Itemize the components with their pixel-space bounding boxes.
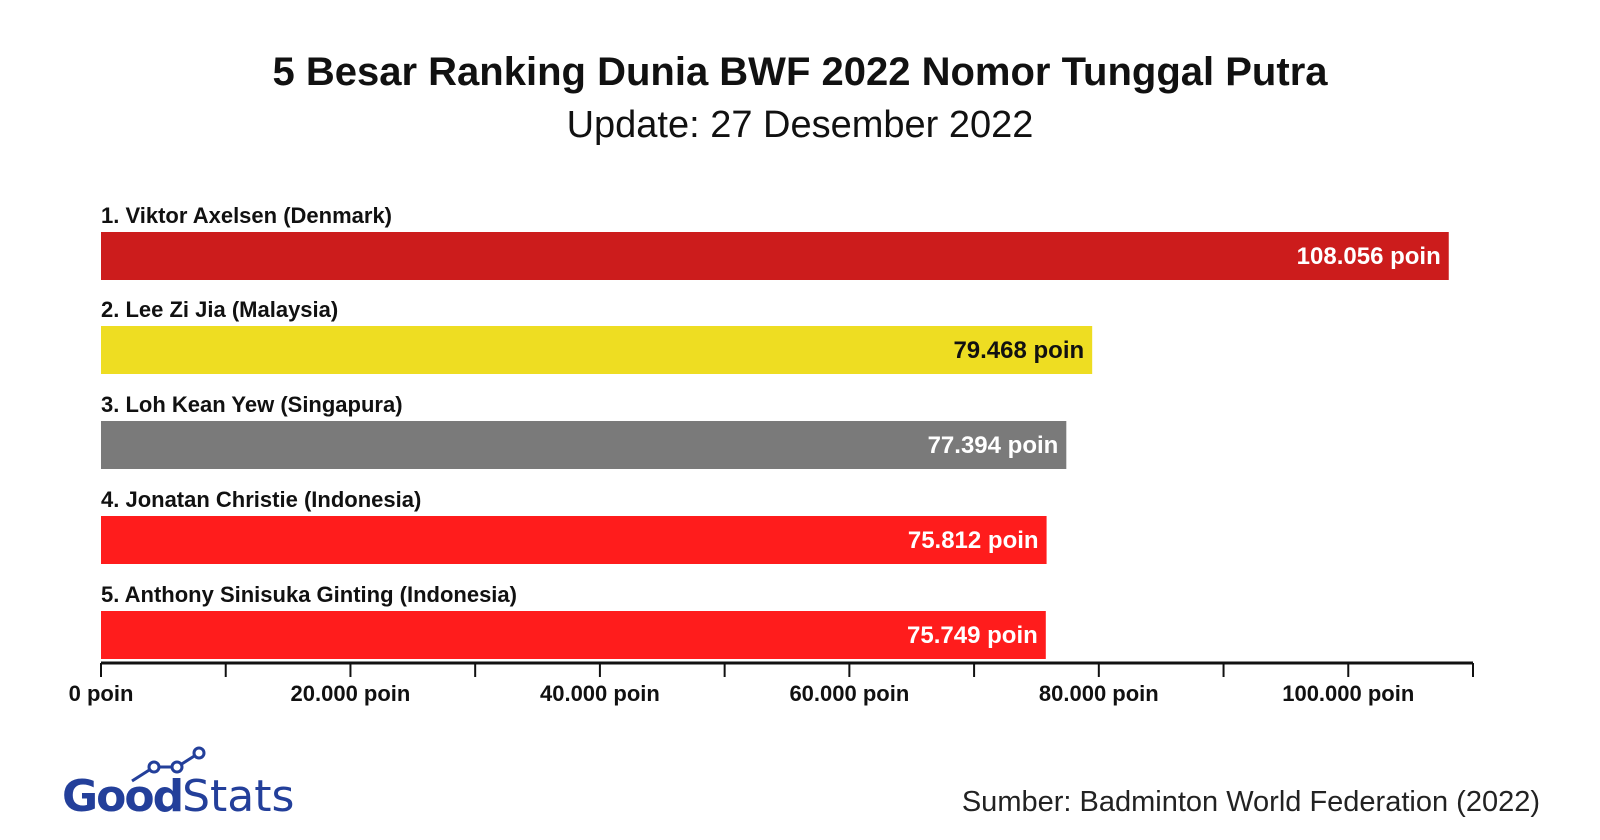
bar: [101, 516, 1047, 564]
category-label: 3. Loh Kean Yew (Singapura): [101, 392, 403, 417]
category-label: 1. Viktor Axelsen (Denmark): [101, 203, 392, 228]
chart-subtitle: Update: 27 Desember 2022: [566, 104, 1034, 146]
source-note: Sumber: Badminton World Federation (2022…: [961, 786, 1540, 818]
bar: [101, 326, 1093, 374]
x-tick-label: 40.000 poin: [540, 681, 660, 706]
x-tick-label: 20.000 poin: [291, 681, 411, 706]
category-label: 5. Anthony Sinisuka Ginting (Indonesia): [101, 582, 517, 607]
data-label: 75.749 poin: [907, 622, 1038, 649]
data-label: 75.812 poin: [908, 527, 1039, 554]
x-tick-label: 0 poin: [69, 681, 134, 706]
x-tick-label: 100.000 poin: [1282, 681, 1414, 706]
category-label: 2. Lee Zi Jia (Malaysia): [101, 297, 338, 322]
x-tick-label: 60.000 poin: [789, 681, 909, 706]
data-label: 79.468 poin: [953, 337, 1084, 364]
bar: [101, 232, 1449, 280]
data-label: 77.394 poin: [928, 432, 1059, 459]
svg-text:GoodStats: GoodStats: [62, 771, 294, 817]
chart-title: 5 Besar Ranking Dunia BWF 2022 Nomor Tun…: [272, 50, 1328, 94]
category-label: 4. Jonatan Christie (Indonesia): [101, 487, 421, 512]
bar: [101, 611, 1046, 659]
goodstats-logo: GoodStats: [62, 745, 312, 822]
bar: [101, 421, 1067, 469]
bar-chart: 1. Viktor Axelsen (Denmark) 108.056 poin 2…: [69, 203, 1474, 706]
x-tick-label: 80.000 poin: [1039, 681, 1159, 706]
data-label: 108.056 poin: [1297, 243, 1441, 270]
